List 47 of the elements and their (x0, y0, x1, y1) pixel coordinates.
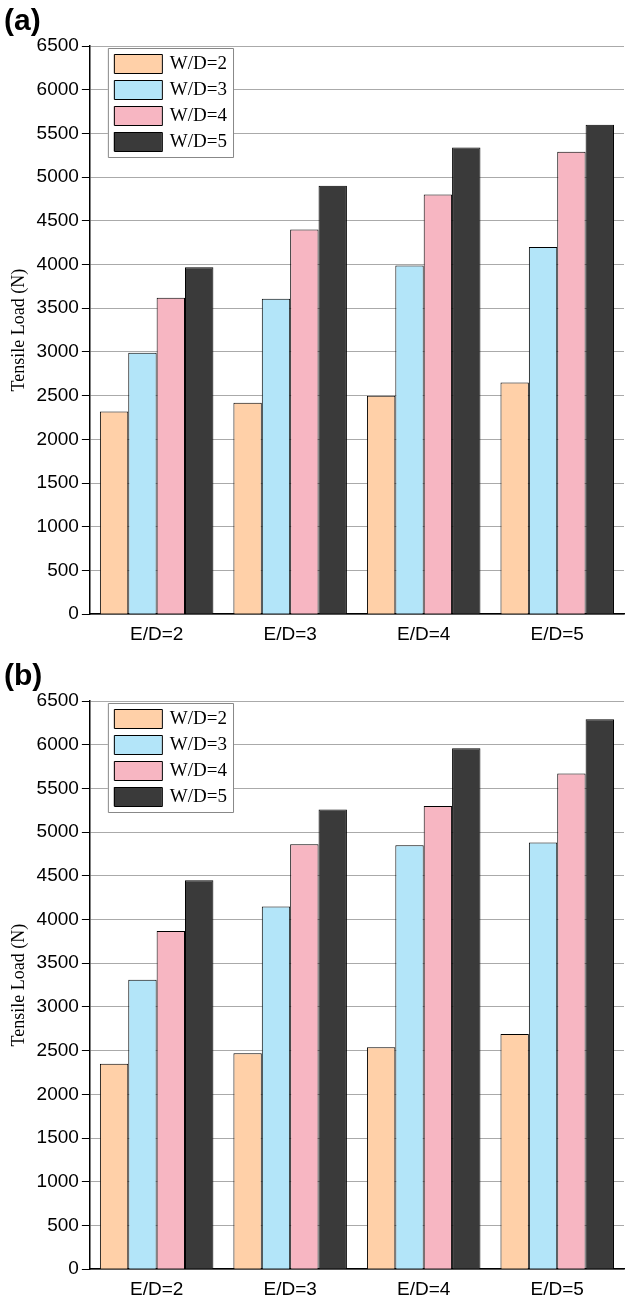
legend-label: W/D=4 (169, 104, 228, 126)
y-tick-label: 6000 (36, 77, 79, 99)
y-tick-label: 0 (68, 602, 79, 624)
y-axis-title: Tensile Load (N) (7, 923, 29, 1047)
y-tick-label: 5500 (36, 121, 79, 143)
x-tick-label: E/D=4 (397, 622, 451, 644)
y-tick-label: 5500 (36, 776, 79, 798)
chart-title: (b) (4, 658, 43, 692)
y-tick-label: 3000 (36, 995, 79, 1017)
legend-label: W/D=2 (169, 52, 228, 74)
y-tick-label: 500 (47, 1213, 79, 1235)
y-tick-label: 1000 (36, 515, 79, 537)
legend-label: W/D=3 (169, 733, 228, 755)
x-tick-label: E/D=5 (530, 622, 584, 644)
x-tick-label: E/D=2 (129, 622, 184, 644)
y-axis-title: Tensile Load (N) (7, 268, 29, 392)
y-tick-label: 4000 (36, 252, 79, 274)
legend-label: W/D=3 (169, 78, 228, 100)
x-tick-label: E/D=5 (530, 1277, 584, 1299)
y-tick-label: 6000 (36, 732, 79, 754)
x-tick-label: E/D=4 (397, 1277, 451, 1299)
legend-label: W/D=4 (169, 759, 228, 781)
y-tick-label: 3000 (36, 340, 79, 362)
legend-label: W/D=5 (169, 130, 228, 152)
x-tick-label: E/D=3 (263, 1277, 317, 1299)
legend-label: W/D=2 (169, 707, 228, 729)
y-tick-label: 5000 (36, 165, 79, 187)
x-tick-label: E/D=2 (129, 1277, 184, 1299)
legend-label: W/D=5 (169, 785, 228, 807)
y-tick-label: 5000 (36, 820, 79, 842)
chart-title: (a) (4, 3, 41, 37)
y-tick-label: 3500 (36, 951, 79, 973)
y-tick-label: 4500 (36, 864, 79, 886)
y-tick-label: 3500 (36, 296, 79, 318)
y-tick-label: 6500 (36, 34, 79, 56)
y-tick-label: 1000 (36, 1170, 79, 1192)
y-tick-label: 2000 (36, 427, 79, 449)
y-tick-label: 0 (68, 1257, 79, 1279)
y-tick-label: 1500 (36, 471, 79, 493)
y-tick-label: 500 (47, 558, 79, 580)
y-tick-label: 2000 (36, 1082, 79, 1104)
y-tick-label: 4500 (36, 209, 79, 231)
y-tick-label: 2500 (36, 1038, 79, 1060)
y-tick-label: 4000 (36, 907, 79, 929)
y-tick-label: 2500 (36, 383, 79, 405)
y-tick-label: 1500 (36, 1126, 79, 1148)
x-tick-label: E/D=3 (263, 622, 317, 644)
